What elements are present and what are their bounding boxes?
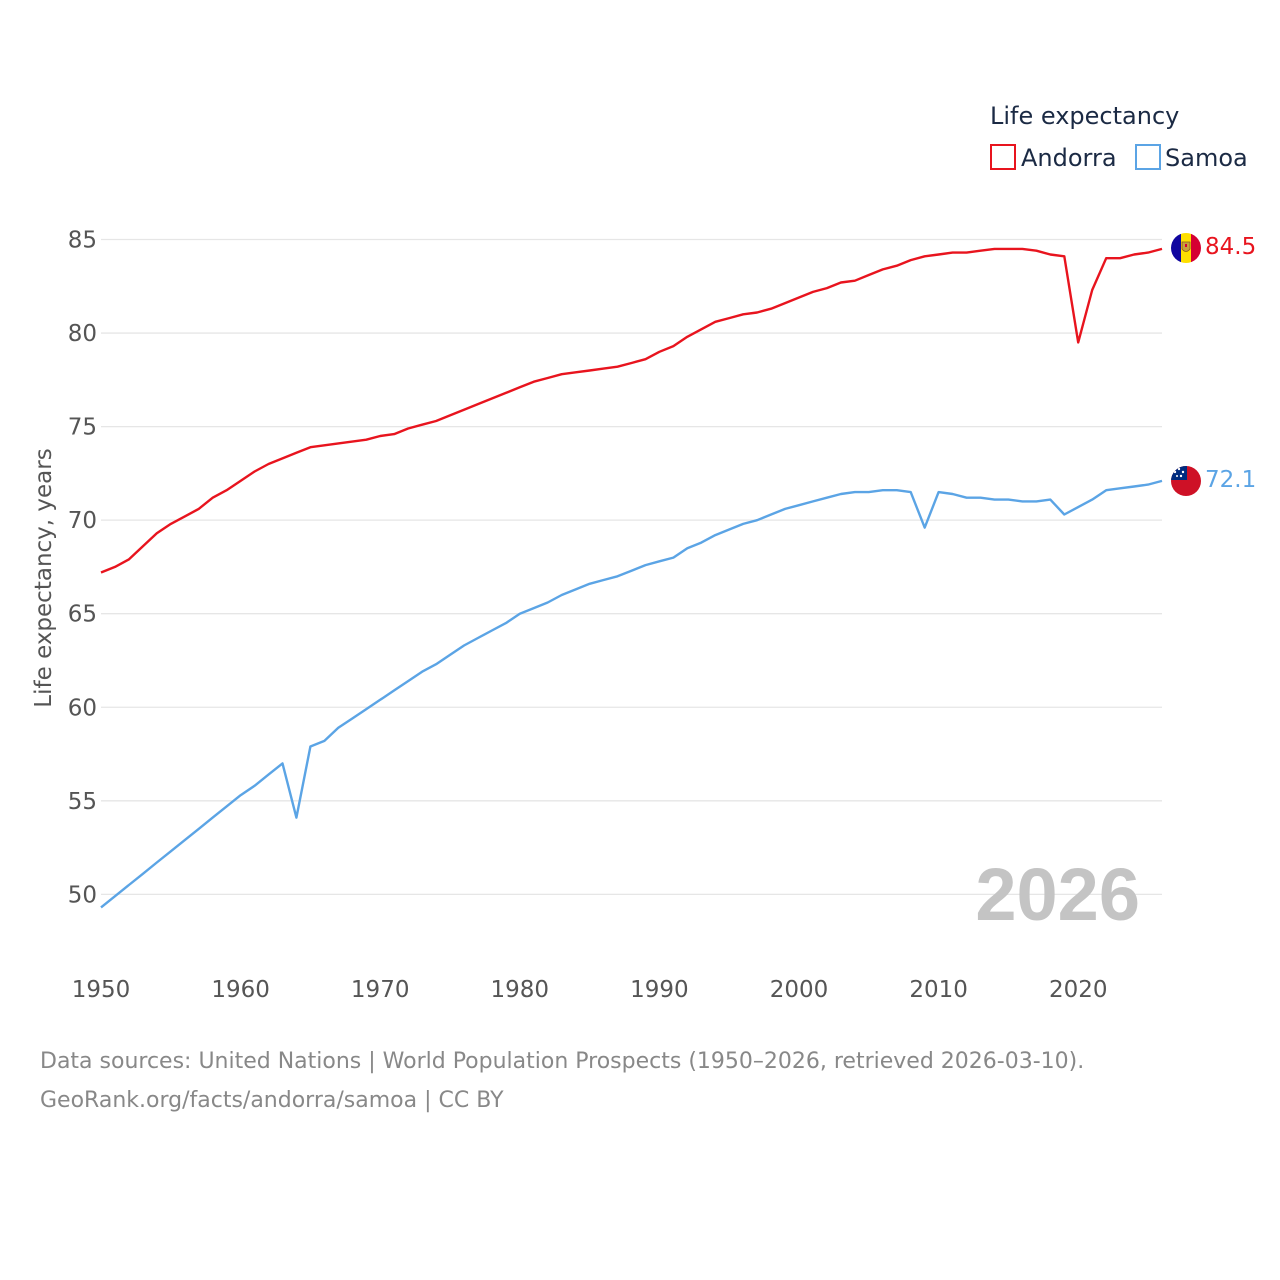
grid-lines [101, 238, 1162, 895]
y-tick-label: 50 [68, 882, 97, 908]
x-tick-label: 2020 [1049, 977, 1108, 1003]
x-tick-label: 2000 [770, 977, 829, 1003]
series-line-samoa[interactable] [100, 479, 1163, 909]
source-line-2[interactable]: GeoRank.org/facts/andorra/samoa | CC BY [40, 1088, 504, 1113]
legend-swatch-andorra[interactable] [990, 144, 1016, 170]
legend-label-andorra[interactable]: Andorra [1021, 144, 1117, 172]
legend: Life expectancy Andorra Samoa [990, 102, 1248, 172]
x-tick-label: 1960 [211, 977, 270, 1003]
y-tick-label: 75 [68, 415, 97, 441]
y-tick-label: 65 [68, 602, 97, 628]
x-tick-label: 1980 [491, 977, 550, 1003]
legend-swatch-samoa[interactable] [1135, 144, 1161, 170]
y-tick-label: 60 [68, 695, 97, 721]
x-tick-label: 2010 [909, 977, 968, 1003]
end-label-samoa: 72.1 [1205, 467, 1256, 493]
samoa-flag-icon [1171, 466, 1201, 496]
source-line-1: Data sources: United Nations | World Pop… [40, 1049, 1085, 1074]
legend-title: Life expectancy [990, 102, 1179, 130]
legend-label-samoa[interactable]: Samoa [1165, 144, 1248, 172]
x-axis-ticks: 1950 1960 1970 1980 1990 2000 2010 2020 [72, 977, 1108, 1003]
y-tick-label: 70 [68, 508, 97, 534]
series-line-andorra[interactable] [100, 247, 1163, 574]
andorra-flag-icon [1171, 233, 1201, 263]
current-year: 2026 [975, 853, 1140, 936]
x-tick-label: 1970 [351, 977, 410, 1003]
y-tick-label: 85 [68, 228, 97, 254]
source-note: Data sources: United Nations | World Pop… [40, 1042, 1084, 1120]
y-axis-label: Life expectancy, years [31, 448, 57, 707]
y-tick-label: 55 [68, 789, 97, 815]
x-tick-label: 1950 [72, 977, 131, 1003]
end-label-andorra: 84.5 [1205, 234, 1256, 260]
x-tick-label: 1990 [630, 977, 689, 1003]
y-axis-ticks: 50 55 60 65 70 75 80 85 [68, 228, 97, 909]
y-tick-label: 80 [68, 321, 97, 347]
